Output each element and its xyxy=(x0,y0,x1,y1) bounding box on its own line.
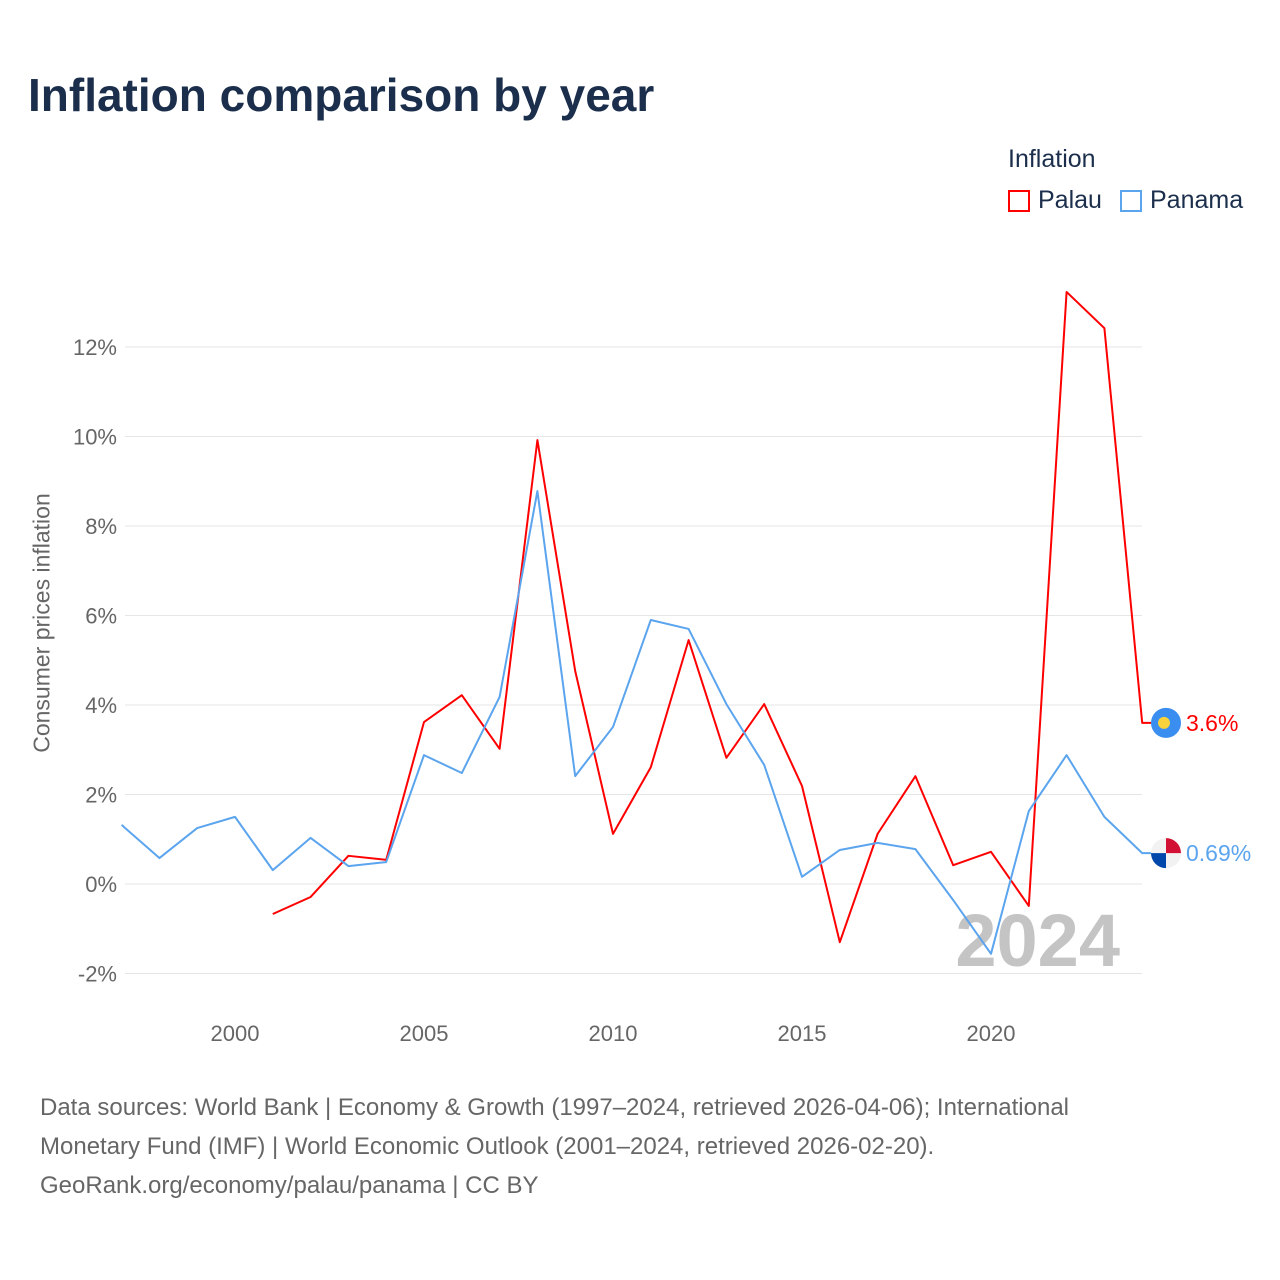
y-tick-label: 6% xyxy=(85,604,117,629)
source-line: Monetary Fund (IMF) | World Economic Out… xyxy=(40,1133,935,1160)
series-line-panama xyxy=(120,490,1152,955)
y-tick-label: 4% xyxy=(85,693,117,718)
y-tick-label: 12% xyxy=(73,335,117,360)
legend-label: Palau xyxy=(1038,186,1102,214)
panama-flag-red xyxy=(1166,838,1181,854)
panama-flag-blue xyxy=(1151,853,1166,869)
end-value-label: 3.6% xyxy=(1186,710,1238,736)
legend-label: Panama xyxy=(1150,186,1244,214)
palau-flag-moon xyxy=(1158,716,1170,729)
y-tick-label: 2% xyxy=(85,783,117,808)
y-tick-label: 10% xyxy=(73,425,117,450)
page-title: Inflation comparison by year xyxy=(28,69,655,121)
source-line: Data sources: World Bank | Economy & Gro… xyxy=(40,1094,1070,1121)
end-value-label: 0.69% xyxy=(1186,840,1251,866)
x-tick-label: 2000 xyxy=(211,1021,260,1046)
source-note: Data sources: World Bank | Economy & Gro… xyxy=(40,1088,1240,1205)
legend-swatch-panama xyxy=(1120,189,1142,212)
x-tick-label: 2015 xyxy=(778,1021,827,1046)
x-tick-label: 2020 xyxy=(967,1021,1016,1046)
series-line-palau xyxy=(272,290,1152,944)
x-tick-label: 2010 xyxy=(589,1021,638,1046)
y-tick-label: 0% xyxy=(85,872,117,897)
legend-item-palau[interactable]: Palau xyxy=(1008,186,1102,215)
y-tick-label: -2% xyxy=(78,962,117,987)
y-tick-label: 8% xyxy=(85,514,117,539)
legend-title: Inflation xyxy=(1008,145,1096,173)
x-tick-label: 2005 xyxy=(400,1021,449,1046)
legend-item-panama[interactable]: Panama xyxy=(1120,186,1243,215)
year-watermark: 2024 xyxy=(955,899,1120,982)
legend-swatch-palau xyxy=(1008,189,1030,212)
source-line: GeoRank.org/economy/palau/panama | CC BY xyxy=(40,1172,539,1199)
